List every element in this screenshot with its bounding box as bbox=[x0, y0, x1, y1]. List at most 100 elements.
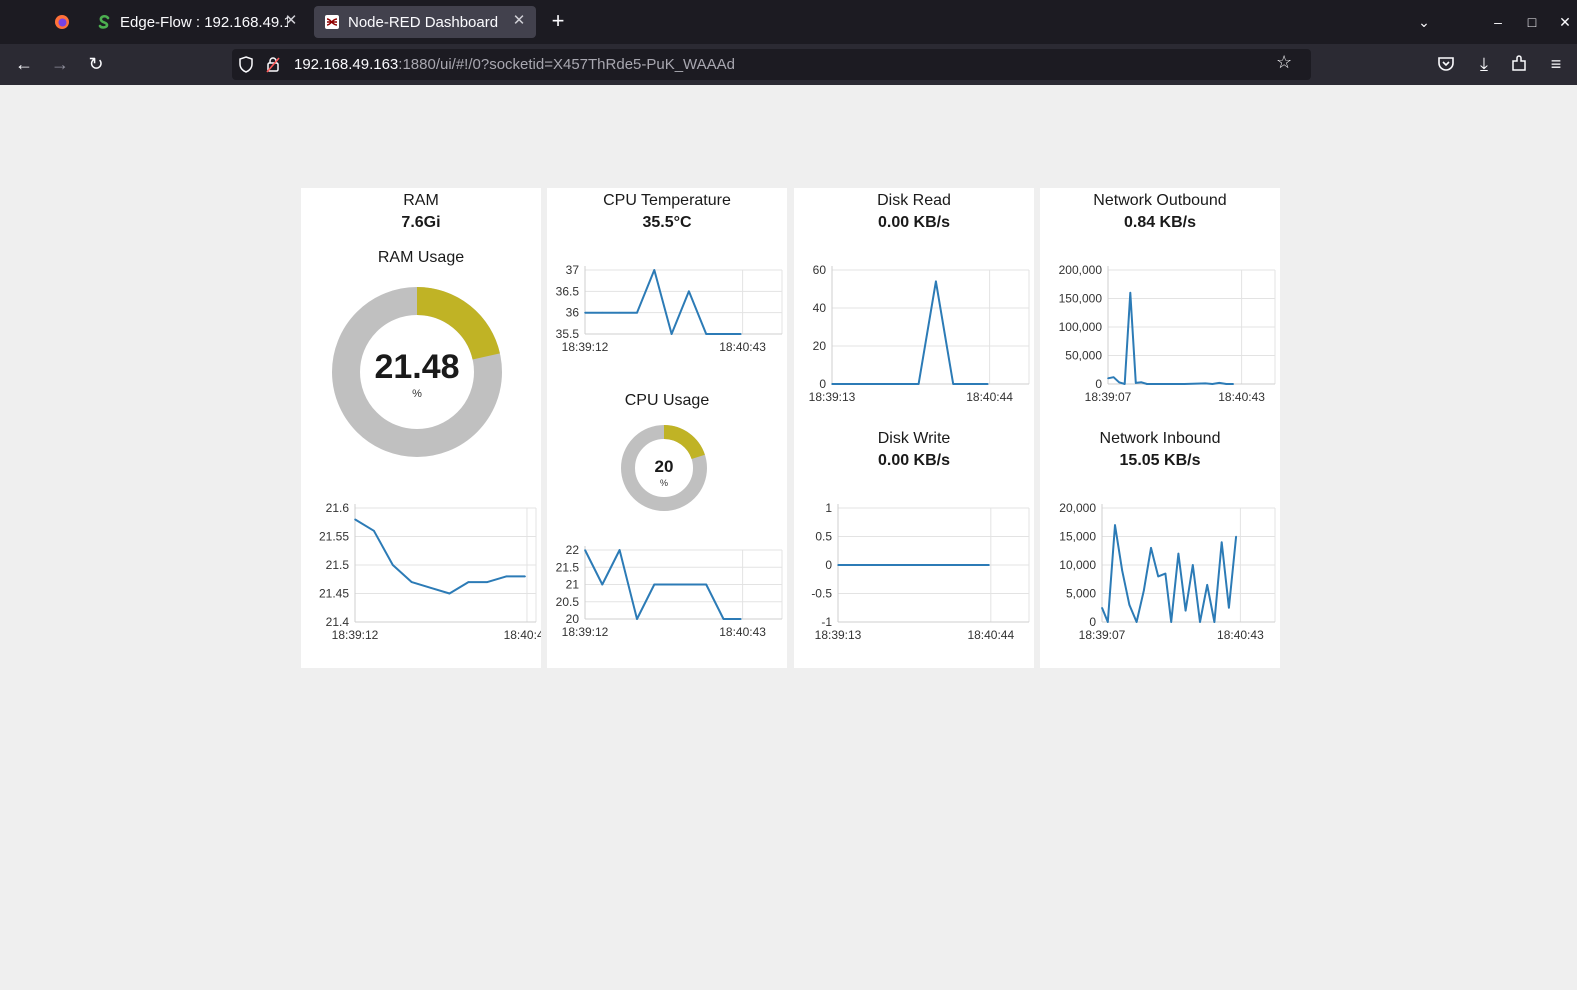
pocket-icon[interactable] bbox=[1437, 55, 1455, 73]
y-tick-label: 22 bbox=[566, 543, 580, 557]
new-tab-button[interactable]: + bbox=[551, 8, 565, 33]
data-point bbox=[705, 583, 707, 586]
data-point bbox=[429, 587, 432, 589]
ram-card: RAM 7.6Gi RAM Usage 21.48 % 21.6 21.55 21.… bbox=[301, 188, 541, 668]
series-line bbox=[354, 518, 526, 595]
y-tick-label: 10,000 bbox=[1059, 558, 1096, 572]
x-tick-label: 18:40:44 bbox=[967, 628, 1014, 642]
y-tick-label: 20 bbox=[566, 612, 580, 626]
y-tick-label: 0 bbox=[1089, 615, 1096, 629]
downloads-icon[interactable]: ⤓ bbox=[1480, 54, 1488, 74]
data-point bbox=[1220, 541, 1223, 543]
data-point bbox=[670, 333, 673, 335]
data-point bbox=[900, 383, 903, 385]
data-point bbox=[1150, 547, 1152, 549]
y-tick-label: 21.5 bbox=[326, 558, 350, 572]
navigation-toolbar: ← → ↻ 192.168.49.163:1880/ui/#!/0?socket… bbox=[0, 44, 1577, 85]
y-tick-label: 0 bbox=[819, 377, 826, 391]
close-tab-icon[interactable]: ✕ bbox=[284, 12, 298, 29]
disk-card: Disk Read 0.00 KB/s 60 40 20 0 18:39:13 18:40… bbox=[794, 188, 1034, 668]
x-tick-label: 18:39:12 bbox=[332, 628, 379, 642]
cpu-card: CPU Temperature 35.5°C 37 36.5 36 35.5 18:39… bbox=[547, 188, 787, 668]
cpu-usage-unit: % bbox=[660, 478, 668, 488]
disk-read-value: 0.00 KB/s bbox=[877, 214, 951, 231]
y-tick-label: 21.55 bbox=[319, 530, 349, 544]
data-point bbox=[705, 333, 707, 335]
data-point bbox=[1170, 621, 1172, 623]
y-tick-label: 60 bbox=[813, 263, 827, 277]
network-outbound-value: 0.84 KB/s bbox=[1123, 214, 1197, 231]
close-tab-icon[interactable]: ✕ bbox=[512, 12, 526, 29]
y-tick-label: 0 bbox=[1095, 377, 1102, 391]
data-point bbox=[1235, 535, 1237, 538]
url-path: :1880/ui/#!/0?socketid=X457ThRde5-PuK_WA… bbox=[398, 56, 736, 73]
close-window-icon[interactable]: ✕ bbox=[1559, 14, 1571, 30]
series-line bbox=[1107, 291, 1234, 385]
extensions-icon[interactable] bbox=[1510, 55, 1528, 73]
tab-pinned-firefox[interactable] bbox=[44, 6, 78, 38]
data-point bbox=[1123, 383, 1126, 385]
disk-read-label: Disk Read bbox=[877, 192, 951, 209]
cpu-usage-label: CPU Usage bbox=[624, 392, 710, 409]
tab-node-red-dashboard[interactable]: Node-RED Dashboard ✕ bbox=[314, 6, 536, 38]
data-point bbox=[1192, 564, 1194, 566]
data-point bbox=[1213, 621, 1216, 623]
data-point bbox=[1228, 607, 1230, 609]
tab-label: Node-RED Dashboard bbox=[348, 13, 499, 31]
disk-write-value: 0.00 KB/s bbox=[877, 452, 951, 469]
data-point bbox=[937, 564, 940, 566]
tab-edge-flow[interactable]: Edge-Flow : 192.168.49.163 ✕ bbox=[86, 6, 308, 38]
data-point bbox=[969, 383, 972, 385]
data-point bbox=[837, 564, 839, 566]
data-point bbox=[1199, 621, 1201, 623]
y-tick-label: 15,000 bbox=[1059, 530, 1096, 544]
y-tick-label: 21.6 bbox=[326, 501, 350, 515]
y-tick-label: 100,000 bbox=[1059, 320, 1103, 334]
ram-usage-chart: 21.6 21.55 21.5 21.45 21.418:39:12 18:40:43 bbox=[319, 501, 541, 642]
back-icon[interactable]: ← bbox=[15, 54, 33, 74]
cpu-temperature-value: 35.5°C bbox=[642, 214, 692, 231]
tracking-protection-shield-icon[interactable] bbox=[238, 56, 254, 73]
cpu-usage-gauge: 20 % bbox=[621, 425, 707, 511]
cpu-usage-value: 20 bbox=[655, 457, 674, 476]
ram-usage-gauge: 21.48 % bbox=[332, 287, 502, 457]
y-tick-label: 1 bbox=[825, 501, 832, 515]
data-point bbox=[1135, 382, 1137, 384]
app-menu-icon[interactable]: ≡ bbox=[1550, 54, 1562, 74]
maximize-icon[interactable]: □ bbox=[1527, 14, 1537, 30]
reload-icon[interactable]: ↻ bbox=[88, 54, 104, 74]
data-point bbox=[1232, 383, 1235, 385]
ram-usage-unit: % bbox=[412, 388, 422, 400]
x-tick-label: 18:39:13 bbox=[809, 390, 856, 404]
data-point bbox=[1211, 383, 1214, 385]
network-outbound-chart: 200,000 150,000 100,000 50,000 018:39:07 18:4… bbox=[1059, 263, 1276, 404]
data-point bbox=[373, 530, 375, 532]
data-point bbox=[1162, 383, 1165, 385]
data-point bbox=[722, 333, 725, 335]
url-bar[interactable]: 192.168.49.163:1880/ui/#!/0?socketid=X45… bbox=[232, 49, 1311, 80]
series-line bbox=[832, 280, 988, 385]
data-point bbox=[854, 564, 856, 566]
node-red-icon bbox=[325, 15, 339, 29]
y-tick-label: 21 bbox=[566, 578, 580, 592]
insecure-lock-icon[interactable] bbox=[266, 56, 280, 73]
firefox-icon bbox=[55, 15, 69, 29]
x-tick-label: 18:40:44 bbox=[966, 390, 1013, 404]
data-point bbox=[1183, 383, 1186, 385]
data-point bbox=[722, 618, 725, 620]
network-card: Network Outbound 0.84 KB/s 200,000 150,00… bbox=[1040, 188, 1280, 668]
minimize-icon[interactable]: – bbox=[1494, 14, 1502, 30]
list-all-tabs-icon[interactable]: ⌄ bbox=[1418, 14, 1430, 30]
data-point bbox=[1140, 381, 1143, 384]
data-point bbox=[1128, 604, 1131, 606]
disk-write-chart: 1 0.5 0 -0.5 -118:39:13 18:40:44 bbox=[811, 501, 1030, 642]
tab-label: Edge-Flow : 192.168.49.163 bbox=[120, 13, 288, 31]
data-point bbox=[584, 549, 586, 551]
data-point bbox=[1107, 621, 1109, 623]
data-point bbox=[467, 581, 470, 583]
forward-icon[interactable]: → bbox=[51, 54, 69, 74]
data-point bbox=[904, 564, 906, 566]
data-point bbox=[1114, 524, 1116, 526]
tab-bar: Edge-Flow : 192.168.49.163 ✕ Node-RED Da… bbox=[0, 0, 1577, 44]
bookmark-star-icon[interactable]: ☆ bbox=[1276, 52, 1293, 72]
